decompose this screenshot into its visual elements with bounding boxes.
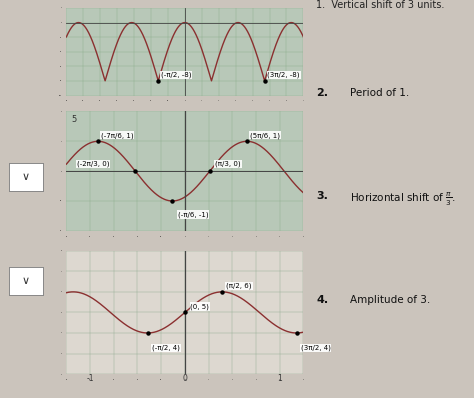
Text: (-π/2, -8): (-π/2, -8) <box>161 72 191 78</box>
Text: 1: 1 <box>277 374 282 383</box>
Text: -1: -1 <box>86 374 94 383</box>
Text: 2.: 2. <box>317 88 328 98</box>
Text: (π/2, 6): (π/2, 6) <box>226 283 252 289</box>
Text: (3π/2, -8): (3π/2, -8) <box>267 72 300 78</box>
Text: (-π/2, 4): (-π/2, 4) <box>152 345 180 351</box>
Text: (-7π/6, 1): (-7π/6, 1) <box>101 132 133 139</box>
Text: 4.: 4. <box>317 295 328 304</box>
Text: (-2π/3, 0): (-2π/3, 0) <box>77 160 109 167</box>
Text: (-π/6, -1): (-π/6, -1) <box>178 211 209 218</box>
Text: ∨: ∨ <box>22 172 30 182</box>
Text: Period of 1.: Period of 1. <box>350 88 409 98</box>
Text: 0: 0 <box>182 374 187 383</box>
Text: 3.: 3. <box>317 191 328 201</box>
Text: (π/3, 0): (π/3, 0) <box>215 160 241 167</box>
Text: 5: 5 <box>71 115 76 124</box>
Text: ∨: ∨ <box>22 275 30 286</box>
Text: (5π/6, 1): (5π/6, 1) <box>250 132 280 139</box>
Text: (3π/2, 4): (3π/2, 4) <box>301 345 330 351</box>
Text: Horizontal shift of $\frac{\pi}{3}$.: Horizontal shift of $\frac{\pi}{3}$. <box>350 191 455 208</box>
Text: Amplitude of 3.: Amplitude of 3. <box>350 295 430 304</box>
Text: 1.  Vertical shift of 3 units.: 1. Vertical shift of 3 units. <box>317 0 445 10</box>
Text: (0, 5): (0, 5) <box>191 303 210 310</box>
